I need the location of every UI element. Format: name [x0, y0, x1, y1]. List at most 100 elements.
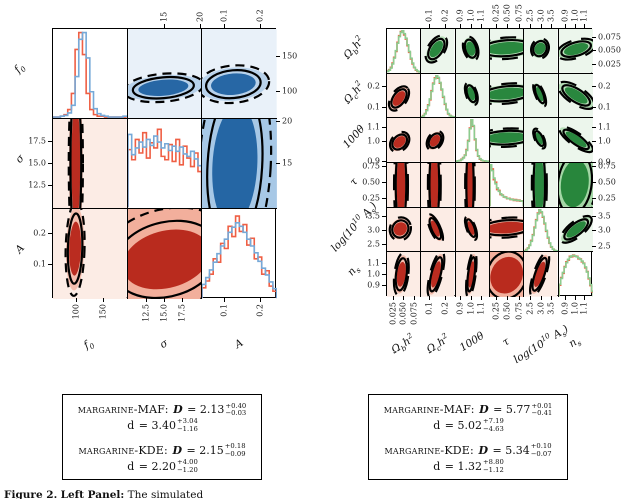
tick-label: 1.1 — [476, 9, 486, 22]
contour-solid — [534, 163, 545, 207]
panel-5-3 — [490, 252, 525, 297]
contour-solid — [206, 68, 262, 100]
tick-label: 2.5 — [367, 239, 380, 249]
equals-sign: = — [444, 459, 454, 473]
tick-label: 3.0 — [536, 302, 545, 315]
tick-label: 0.25 — [491, 4, 501, 22]
D-value: 2.13 — [199, 403, 225, 416]
contour-dashed — [531, 79, 549, 108]
axis-label-bottom: log(1010 As) — [511, 322, 571, 366]
tick-label: 3.5 — [546, 9, 556, 22]
axis-label-bottom: f0 — [81, 339, 97, 352]
method-label: margarine-KDE: — [384, 443, 474, 457]
d-value: 5.02 — [457, 418, 482, 432]
panel-0-5 — [558, 29, 593, 74]
panel-2-0 — [387, 118, 422, 163]
panel-3-1 — [421, 163, 456, 208]
contour-solid — [70, 119, 81, 208]
axis-label-left: Ωbh2 — [341, 33, 364, 62]
density-core — [396, 262, 406, 288]
tick-label: 0.025 — [388, 302, 398, 325]
minus-error: −0.41 — [531, 409, 553, 417]
tick-label: 1.0 — [570, 9, 580, 22]
contour-dashed — [490, 215, 523, 239]
contour-solid — [490, 130, 523, 146]
hist-line-a — [524, 209, 557, 250]
axis-label-left: σ — [13, 151, 27, 166]
stat-line-D: margarine-KDE: D = 2.15 +0.18 −0.09 — [63, 442, 261, 459]
tick-label: 0.1 — [424, 9, 434, 22]
caption-figure-number: Figure 2. — [4, 489, 58, 499]
density-core — [566, 220, 586, 238]
tick-label: 1.1 — [598, 122, 611, 132]
plus-error: +8.80 — [482, 458, 504, 467]
density-core — [127, 229, 202, 290]
hist-panel-svg — [421, 74, 454, 118]
corner-plot-right: 0.1 0.2 0.9 1.0 1.1 0.25 0.50 0.75 2.5 3.0 3.5 0.9 1… — [320, 2, 638, 374]
panel-2-2 — [202, 209, 277, 299]
tick-label: 3.5 — [546, 302, 556, 315]
panel-0-2 — [202, 29, 277, 119]
method-label: margarine-MAF: — [77, 403, 169, 416]
tick-label: 0.75 — [598, 161, 616, 171]
panel-0-1 — [421, 29, 456, 74]
density-core — [71, 119, 81, 208]
panel-2-5 — [558, 118, 593, 163]
tick-label: 1.1 — [579, 302, 589, 315]
hist-line-a — [559, 256, 593, 297]
density-core — [564, 86, 588, 104]
tick-label: 1.0 — [570, 302, 580, 315]
hist-panel-svg — [128, 119, 202, 208]
panel-1-2 — [455, 73, 490, 119]
hist-line-a — [53, 33, 127, 118]
contour-dashed — [424, 127, 446, 154]
density-panel-svg — [387, 252, 421, 297]
caption-text: The simulated — [127, 489, 204, 499]
density-panel-svg — [490, 207, 524, 252]
metric-D: D — [172, 443, 182, 457]
contour-dashed — [529, 35, 551, 62]
density-panel-svg — [524, 118, 558, 162]
contour-dashed — [559, 122, 593, 156]
contour-solid — [428, 216, 444, 241]
plot-grid — [386, 28, 593, 297]
d-value: 2.20 — [151, 459, 176, 473]
equals-sign: = — [138, 459, 148, 473]
tick-label: 1.1 — [367, 258, 380, 267]
contour-dashed — [459, 33, 481, 65]
panel-0-0 — [387, 29, 422, 74]
tick-label: 1.1 — [367, 122, 380, 132]
tick-label: 0.2 — [598, 81, 611, 91]
density-panel-svg — [490, 29, 524, 73]
panel-4-4 — [524, 207, 559, 253]
density-core — [534, 163, 545, 207]
density-core — [430, 135, 441, 147]
panel-2-1 — [421, 118, 456, 163]
contour-solid — [561, 127, 590, 153]
contour-solid — [390, 132, 408, 153]
contour-dashed — [388, 214, 413, 242]
panel-2-0 — [53, 209, 128, 299]
tick-label: 1.1 — [476, 302, 486, 315]
contour-dashed — [387, 81, 412, 115]
panel-3-2 — [455, 163, 490, 208]
hist-panel-svg — [490, 163, 523, 207]
contour-dashed — [425, 211, 446, 245]
tick-label: 2.5 — [525, 302, 535, 315]
panel-5-2 — [455, 252, 490, 297]
contour-solid — [428, 256, 446, 294]
contour-dashed — [394, 163, 408, 207]
density-bg — [53, 209, 127, 299]
tick-label: 0.1 — [598, 102, 611, 112]
tick-label: 3.0 — [598, 225, 611, 235]
tick-label: 15.0 — [28, 158, 46, 168]
axis-label-bottom: σ — [157, 337, 171, 351]
panel-2-3 — [490, 118, 525, 163]
tick-label: 0.2 — [255, 9, 265, 22]
contour-dashed — [490, 127, 523, 148]
density-panel-svg — [490, 73, 524, 118]
density-panel-svg — [387, 163, 421, 207]
stats-box-left: margarine-MAF: D = 2.13 +0.40 −0.03 d = 3.… — [62, 394, 262, 480]
contour-dashed — [462, 214, 479, 242]
contour-solid — [391, 218, 410, 239]
